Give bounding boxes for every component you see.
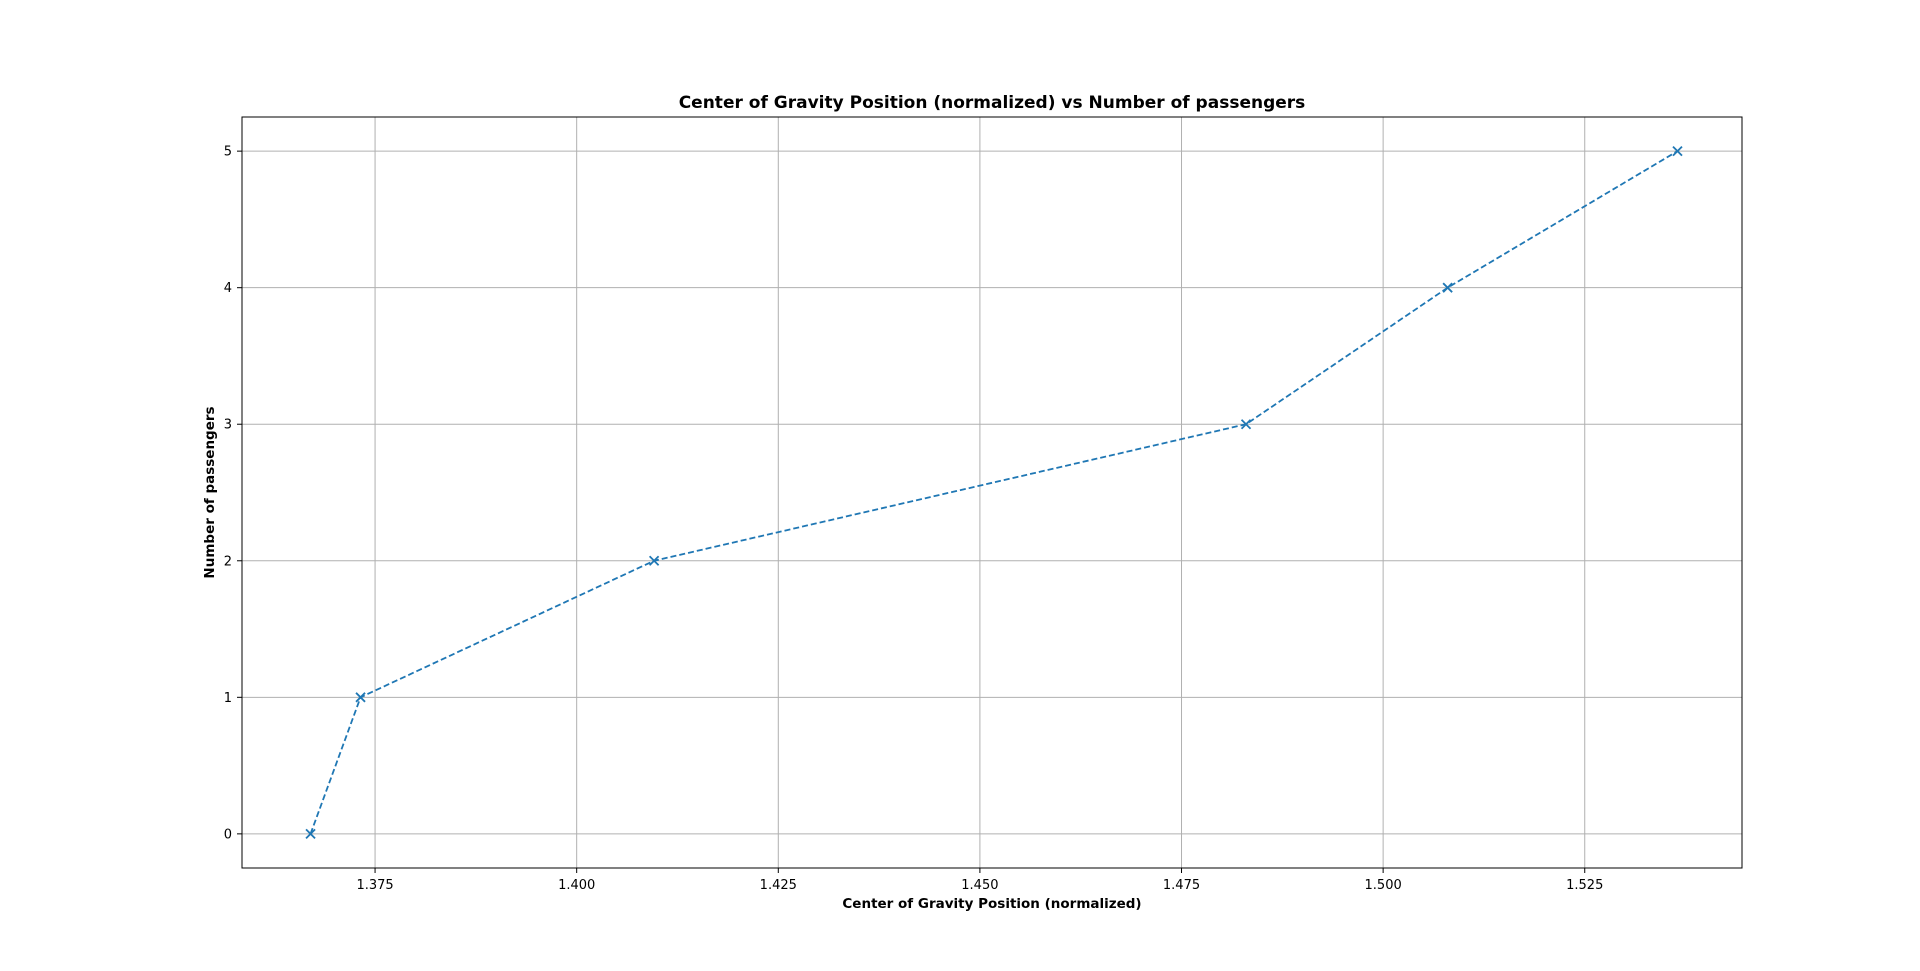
y-tick-label: 5 [224,145,232,160]
data-point-marker [305,828,316,840]
x-tick-label: 1.525 [1566,878,1603,893]
x-tick-label: 1.450 [961,878,998,893]
grid [242,117,1742,868]
data-point-marker [1672,145,1683,157]
x-tick-label: 1.400 [558,878,595,893]
y-tick-label: 2 [224,554,232,569]
chart-title: Center of Gravity Position (normalized) … [679,93,1306,113]
y-tick-label: 0 [224,827,232,842]
data-point-marker [355,692,366,703]
x-axis-ticks: 1.375 1.400 1.425 1.450 1.475 1.500 1.525 [356,868,1603,893]
data-point-marker [1442,282,1453,293]
x-tick-label: 1.375 [356,878,393,893]
x-axis-title: Center of Gravity Position (normalized) [842,896,1141,912]
y-tick-label: 1 [224,691,232,706]
series-layer [305,145,1683,840]
plot-frame [241,116,1743,869]
y-axis-title: Number of passengers [202,406,218,578]
series-line [309,150,1678,835]
y-tick-label: 3 [224,418,232,433]
x-tick-label: 1.500 [1365,878,1402,893]
x-tick-label: 1.475 [1163,878,1200,893]
y-axis-ticks: 0 1 2 3 4 5 [224,145,242,842]
x-tick-label: 1.425 [760,878,797,893]
y-tick-label: 4 [224,281,232,296]
data-point-marker [648,555,660,566]
data-point-marker [1240,419,1252,430]
